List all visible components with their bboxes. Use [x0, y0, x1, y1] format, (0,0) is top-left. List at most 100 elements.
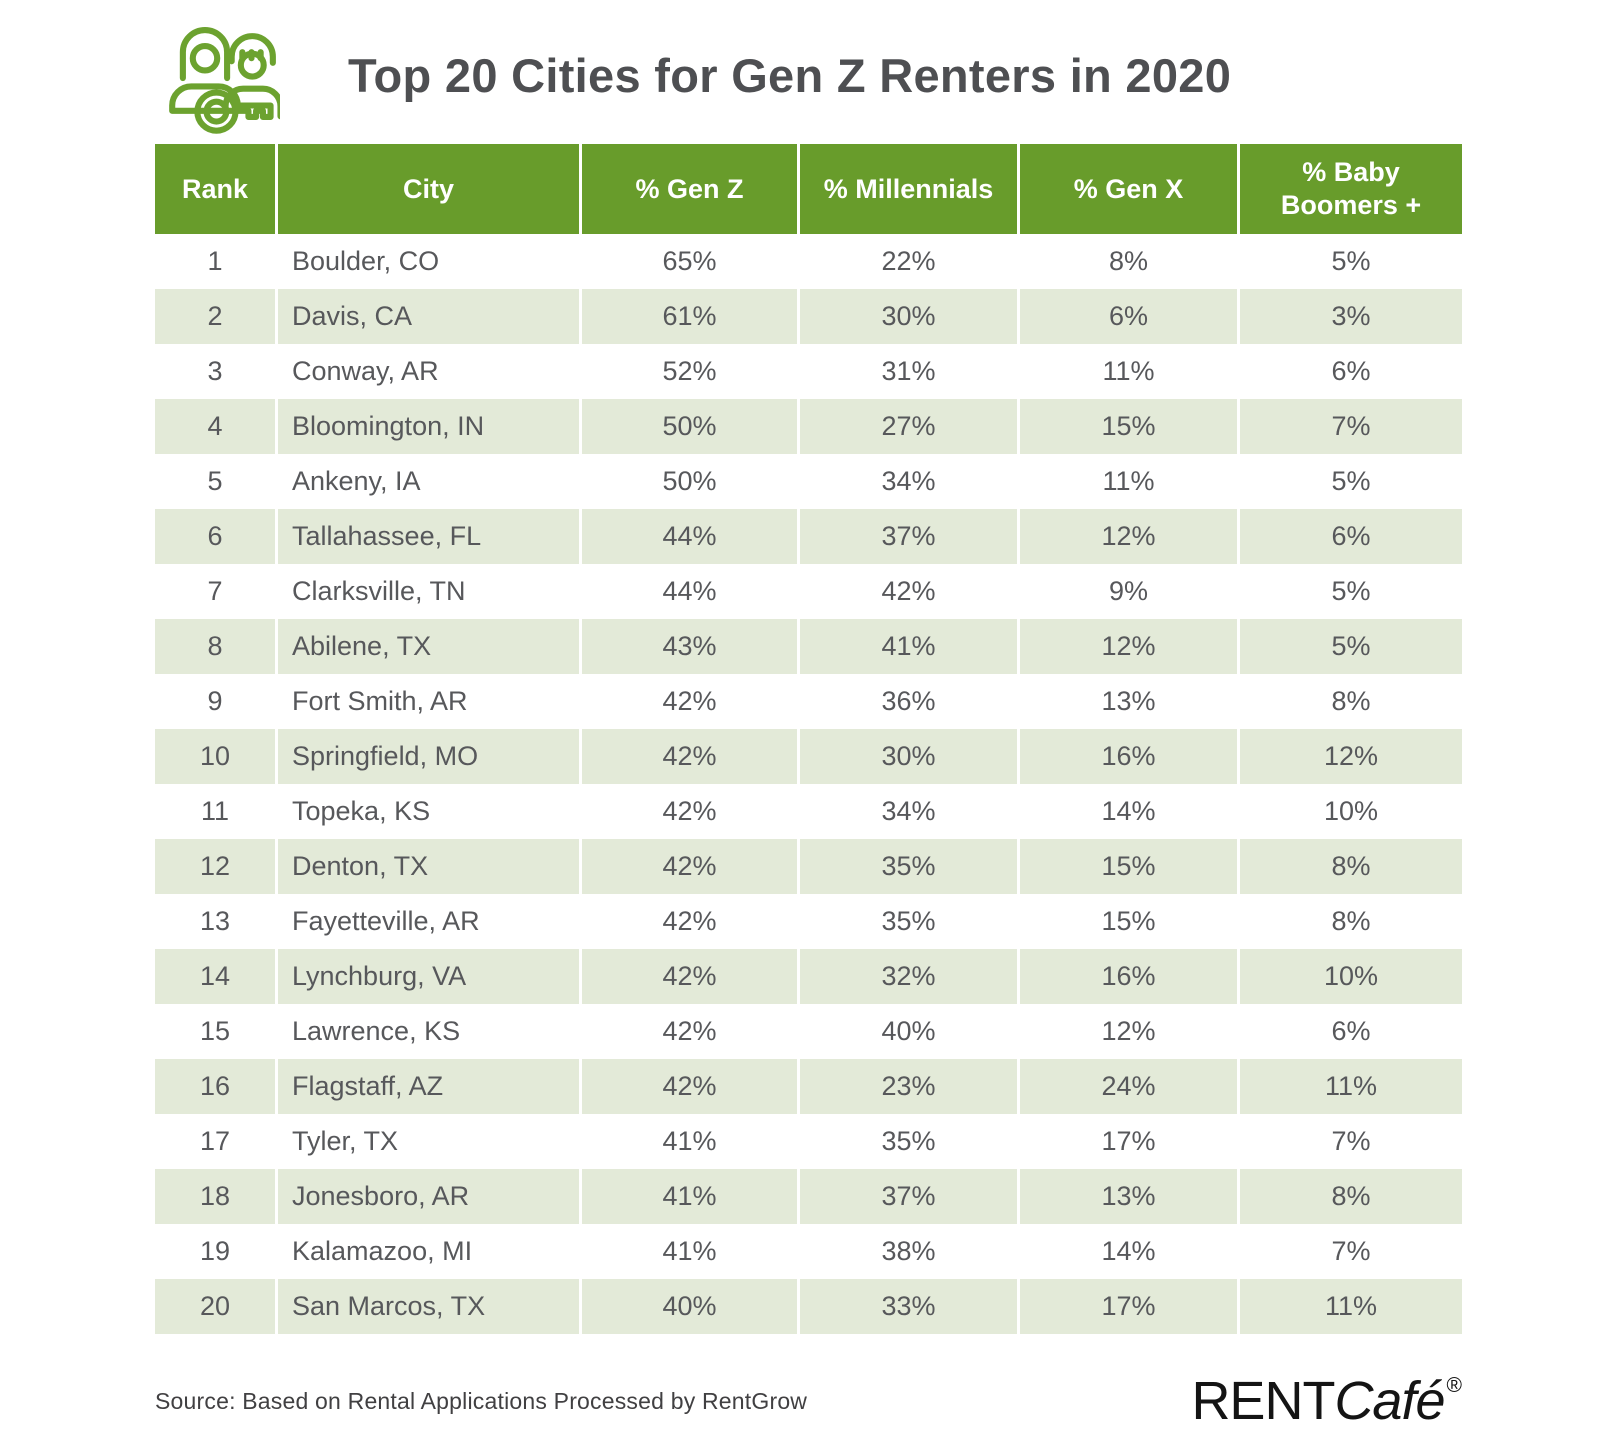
gen-x-cell: 13%: [1020, 674, 1240, 729]
table-row: 10 Springfield, MO 42% 30% 16% 12%: [155, 729, 1462, 784]
table-row: 8 Abilene, TX 43% 41% 12% 5%: [155, 619, 1462, 674]
col-header-rank: Rank: [155, 144, 278, 234]
registered-mark: ®: [1446, 1374, 1462, 1397]
millennials-cell: 40%: [800, 1004, 1020, 1059]
rank-cell: 11: [155, 784, 278, 839]
millennials-cell: 31%: [800, 344, 1020, 399]
gen-z-cell: 42%: [582, 1059, 800, 1114]
table-row: 14 Lynchburg, VA 42% 32% 16% 10%: [155, 949, 1462, 1004]
rank-cell: 12: [155, 839, 278, 894]
rank-cell: 2: [155, 289, 278, 344]
gen-z-cell: 42%: [582, 674, 800, 729]
col-header-baby-boomers: % Baby Boomers +: [1240, 144, 1462, 234]
rentcafe-logo: RENT Café ®: [1191, 1374, 1462, 1428]
woman-torso: [169, 83, 241, 114]
rank-cell: 7: [155, 564, 278, 619]
city-cell: Jonesboro, AR: [278, 1169, 582, 1224]
footer: Source: Based on Rental Applications Pro…: [155, 1374, 1462, 1428]
rank-cell: 17: [155, 1114, 278, 1169]
man-hair: [228, 33, 276, 66]
millennials-cell: 36%: [800, 674, 1020, 729]
millennials-cell: 34%: [800, 784, 1020, 839]
table-row: 6 Tallahassee, FL 44% 37% 12% 6%: [155, 509, 1462, 564]
table-row: 5 Ankeny, IA 50% 34% 11% 5%: [155, 454, 1462, 509]
millennials-cell: 32%: [800, 949, 1020, 1004]
city-cell: Fort Smith, AR: [278, 674, 582, 729]
gen-x-cell: 6%: [1020, 289, 1240, 344]
gen-x-cell: 12%: [1020, 619, 1240, 674]
boomers-cell: 5%: [1331, 631, 1371, 661]
millennials-cell: 30%: [800, 729, 1020, 784]
col-header-millennials: % Millennials: [800, 144, 1020, 234]
millennials-cell: 30%: [800, 289, 1020, 344]
gen-x-cell: 24%: [1020, 1059, 1240, 1114]
millennials-cell: 41%: [800, 619, 1020, 674]
rank-cell: 13: [155, 894, 278, 949]
city-cell: Bloomington, IN: [278, 399, 582, 454]
header: Top 20 Cities for Gen Z Renters in 2020: [0, 0, 1600, 138]
table-row: 9 Fort Smith, AR 42% 36% 13% 8%: [155, 674, 1462, 729]
boomers-cell: 7%: [1331, 1236, 1371, 1266]
millennials-cell: 23%: [800, 1059, 1020, 1114]
gen-z-cell: 61%: [582, 289, 800, 344]
table-row: 17 Tyler, TX 41% 35% 17% 7%: [155, 1114, 1462, 1169]
rank-cell: 15: [155, 1004, 278, 1059]
table-row: 12 Denton, TX 42% 35% 15% 8%: [155, 839, 1462, 894]
table-row: 11 Topeka, KS 42% 34% 14% 10%: [155, 784, 1462, 839]
boomers-cell: 8%: [1331, 906, 1371, 936]
city-cell: Lawrence, KS: [278, 1004, 582, 1059]
gen-x-cell: 15%: [1020, 894, 1240, 949]
gen-z-cell: 65%: [582, 234, 800, 289]
boomers-cell: 7%: [1331, 411, 1371, 441]
gen-z-cell: 44%: [582, 509, 800, 564]
city-cell: Denton, TX: [278, 839, 582, 894]
city-cell: Ankeny, IA: [278, 454, 582, 509]
gen-z-renters-table: Rank City % Gen Z % Millennials % Gen X …: [155, 144, 1462, 1334]
table-row: 4 Bloomington, IN 50% 27% 15% 7%: [155, 399, 1462, 454]
millennials-cell: 35%: [800, 839, 1020, 894]
rank-cell: 8: [155, 619, 278, 674]
renters-with-key-icon: [169, 26, 280, 134]
rank-cell: 4: [155, 399, 278, 454]
table-row: 1 Boulder, CO 65% 22% 8% 5%: [155, 234, 1462, 289]
table-header: Rank City % Gen Z % Millennials % Gen X …: [155, 144, 1462, 234]
table-row: 16 Flagstaff, AZ 42% 23% 24% 11%: [155, 1059, 1462, 1114]
gen-x-cell: 17%: [1020, 1114, 1240, 1169]
gen-z-cell: 42%: [582, 1004, 800, 1059]
millennials-cell: 33%: [800, 1279, 1020, 1334]
man-face: [237, 50, 267, 80]
millennials-cell: 37%: [800, 1169, 1020, 1224]
gen-x-cell: 13%: [1020, 1169, 1240, 1224]
boomers-cell: 5%: [1331, 246, 1371, 276]
gen-z-cell: 42%: [582, 729, 800, 784]
boomers-cell: 5%: [1331, 576, 1371, 606]
col-header-gen-x: % Gen X: [1020, 144, 1240, 234]
millennials-cell: 35%: [800, 894, 1020, 949]
boomers-cell: 11%: [1324, 1291, 1378, 1321]
key-shaft: [232, 102, 274, 120]
rank-cell: 3: [155, 344, 278, 399]
gen-z-cell: 42%: [582, 784, 800, 839]
table-row: 15 Lawrence, KS 42% 40% 12% 6%: [155, 1004, 1462, 1059]
woman-hair: [179, 26, 231, 82]
gen-z-cell: 44%: [582, 564, 800, 619]
gen-x-cell: 11%: [1020, 454, 1240, 509]
gen-z-cell: 41%: [582, 1114, 800, 1169]
rank-cell: 10: [155, 729, 278, 784]
city-cell: Boulder, CO: [278, 234, 582, 289]
gen-x-cell: 8%: [1020, 234, 1240, 289]
table-body: 1 Boulder, CO 65% 22% 8% 5% 2 Davis, CA …: [155, 234, 1462, 1334]
city-cell: Clarksville, TN: [278, 564, 582, 619]
col-header-gen-z: % Gen Z: [582, 144, 800, 234]
gen-z-cell: 43%: [582, 619, 800, 674]
millennials-cell: 37%: [800, 509, 1020, 564]
city-cell: San Marcos, TX: [278, 1279, 582, 1334]
table-row: 3 Conway, AR 52% 31% 11% 6%: [155, 344, 1462, 399]
boomers-cell: 5%: [1331, 466, 1371, 496]
table-row: 7 Clarksville, TN 44% 42% 9% 5%: [155, 564, 1462, 619]
gen-x-cell: 14%: [1020, 784, 1240, 839]
millennials-cell: 34%: [800, 454, 1020, 509]
gen-x-cell: 9%: [1020, 564, 1240, 619]
boomers-cell: 10%: [1323, 796, 1379, 826]
